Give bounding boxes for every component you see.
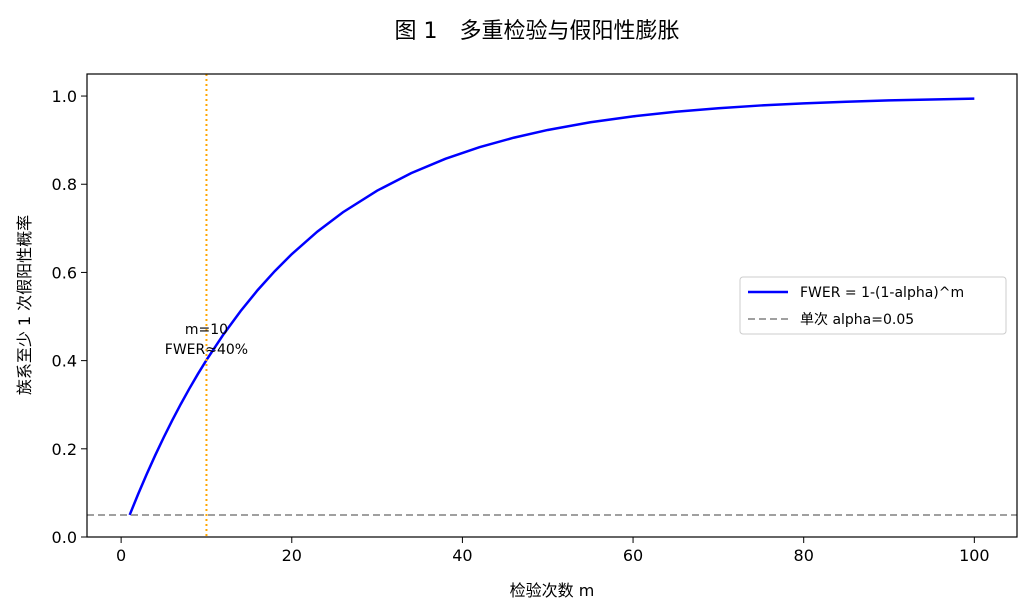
y-tick-label: 0.4 <box>52 352 77 371</box>
legend-label-alpha: 单次 alpha=0.05 <box>800 312 914 328</box>
x-tick-label: 40 <box>452 546 472 565</box>
y-axis-title: 族系至少 1 次假阳性概率 <box>15 215 34 395</box>
legend-label-fwer: FWER = 1-(1-alpha)^m <box>800 285 964 301</box>
series-line-fwer <box>128 97 975 516</box>
y-tick-label: 1.0 <box>52 87 77 106</box>
chart-title: 图 1 多重检验与假阳性膨胀 <box>395 19 680 44</box>
y-axis: 0.0 0.2 0.4 0.6 0.8 1.0 <box>52 87 87 547</box>
annotation-line: FWER≈40% <box>165 342 248 358</box>
x-tick-label: 80 <box>794 546 814 565</box>
y-tick-label: 0.0 <box>52 528 77 547</box>
x-axis-title: 检验次数 m <box>510 581 595 600</box>
annotation-line: m=10 <box>185 322 228 338</box>
annotation: m=10 FWER≈40% <box>165 322 248 358</box>
y-tick-label: 0.6 <box>52 263 77 282</box>
x-tick-label: 20 <box>282 546 302 565</box>
x-tick-label: 60 <box>623 546 643 565</box>
x-tick-label: 0 <box>116 546 126 565</box>
legend: FWER = 1-(1-alpha)^m 单次 alpha=0.05 <box>739 276 1007 335</box>
plot-area <box>87 74 1017 537</box>
plot-frame <box>86 73 1018 538</box>
y-tick-label: 0.8 <box>52 175 77 194</box>
y-tick-label: 0.2 <box>52 440 77 459</box>
x-tick-label: 100 <box>959 546 990 565</box>
x-axis: 0 20 40 60 80 100 <box>116 537 990 565</box>
legend-box <box>739 276 1007 335</box>
